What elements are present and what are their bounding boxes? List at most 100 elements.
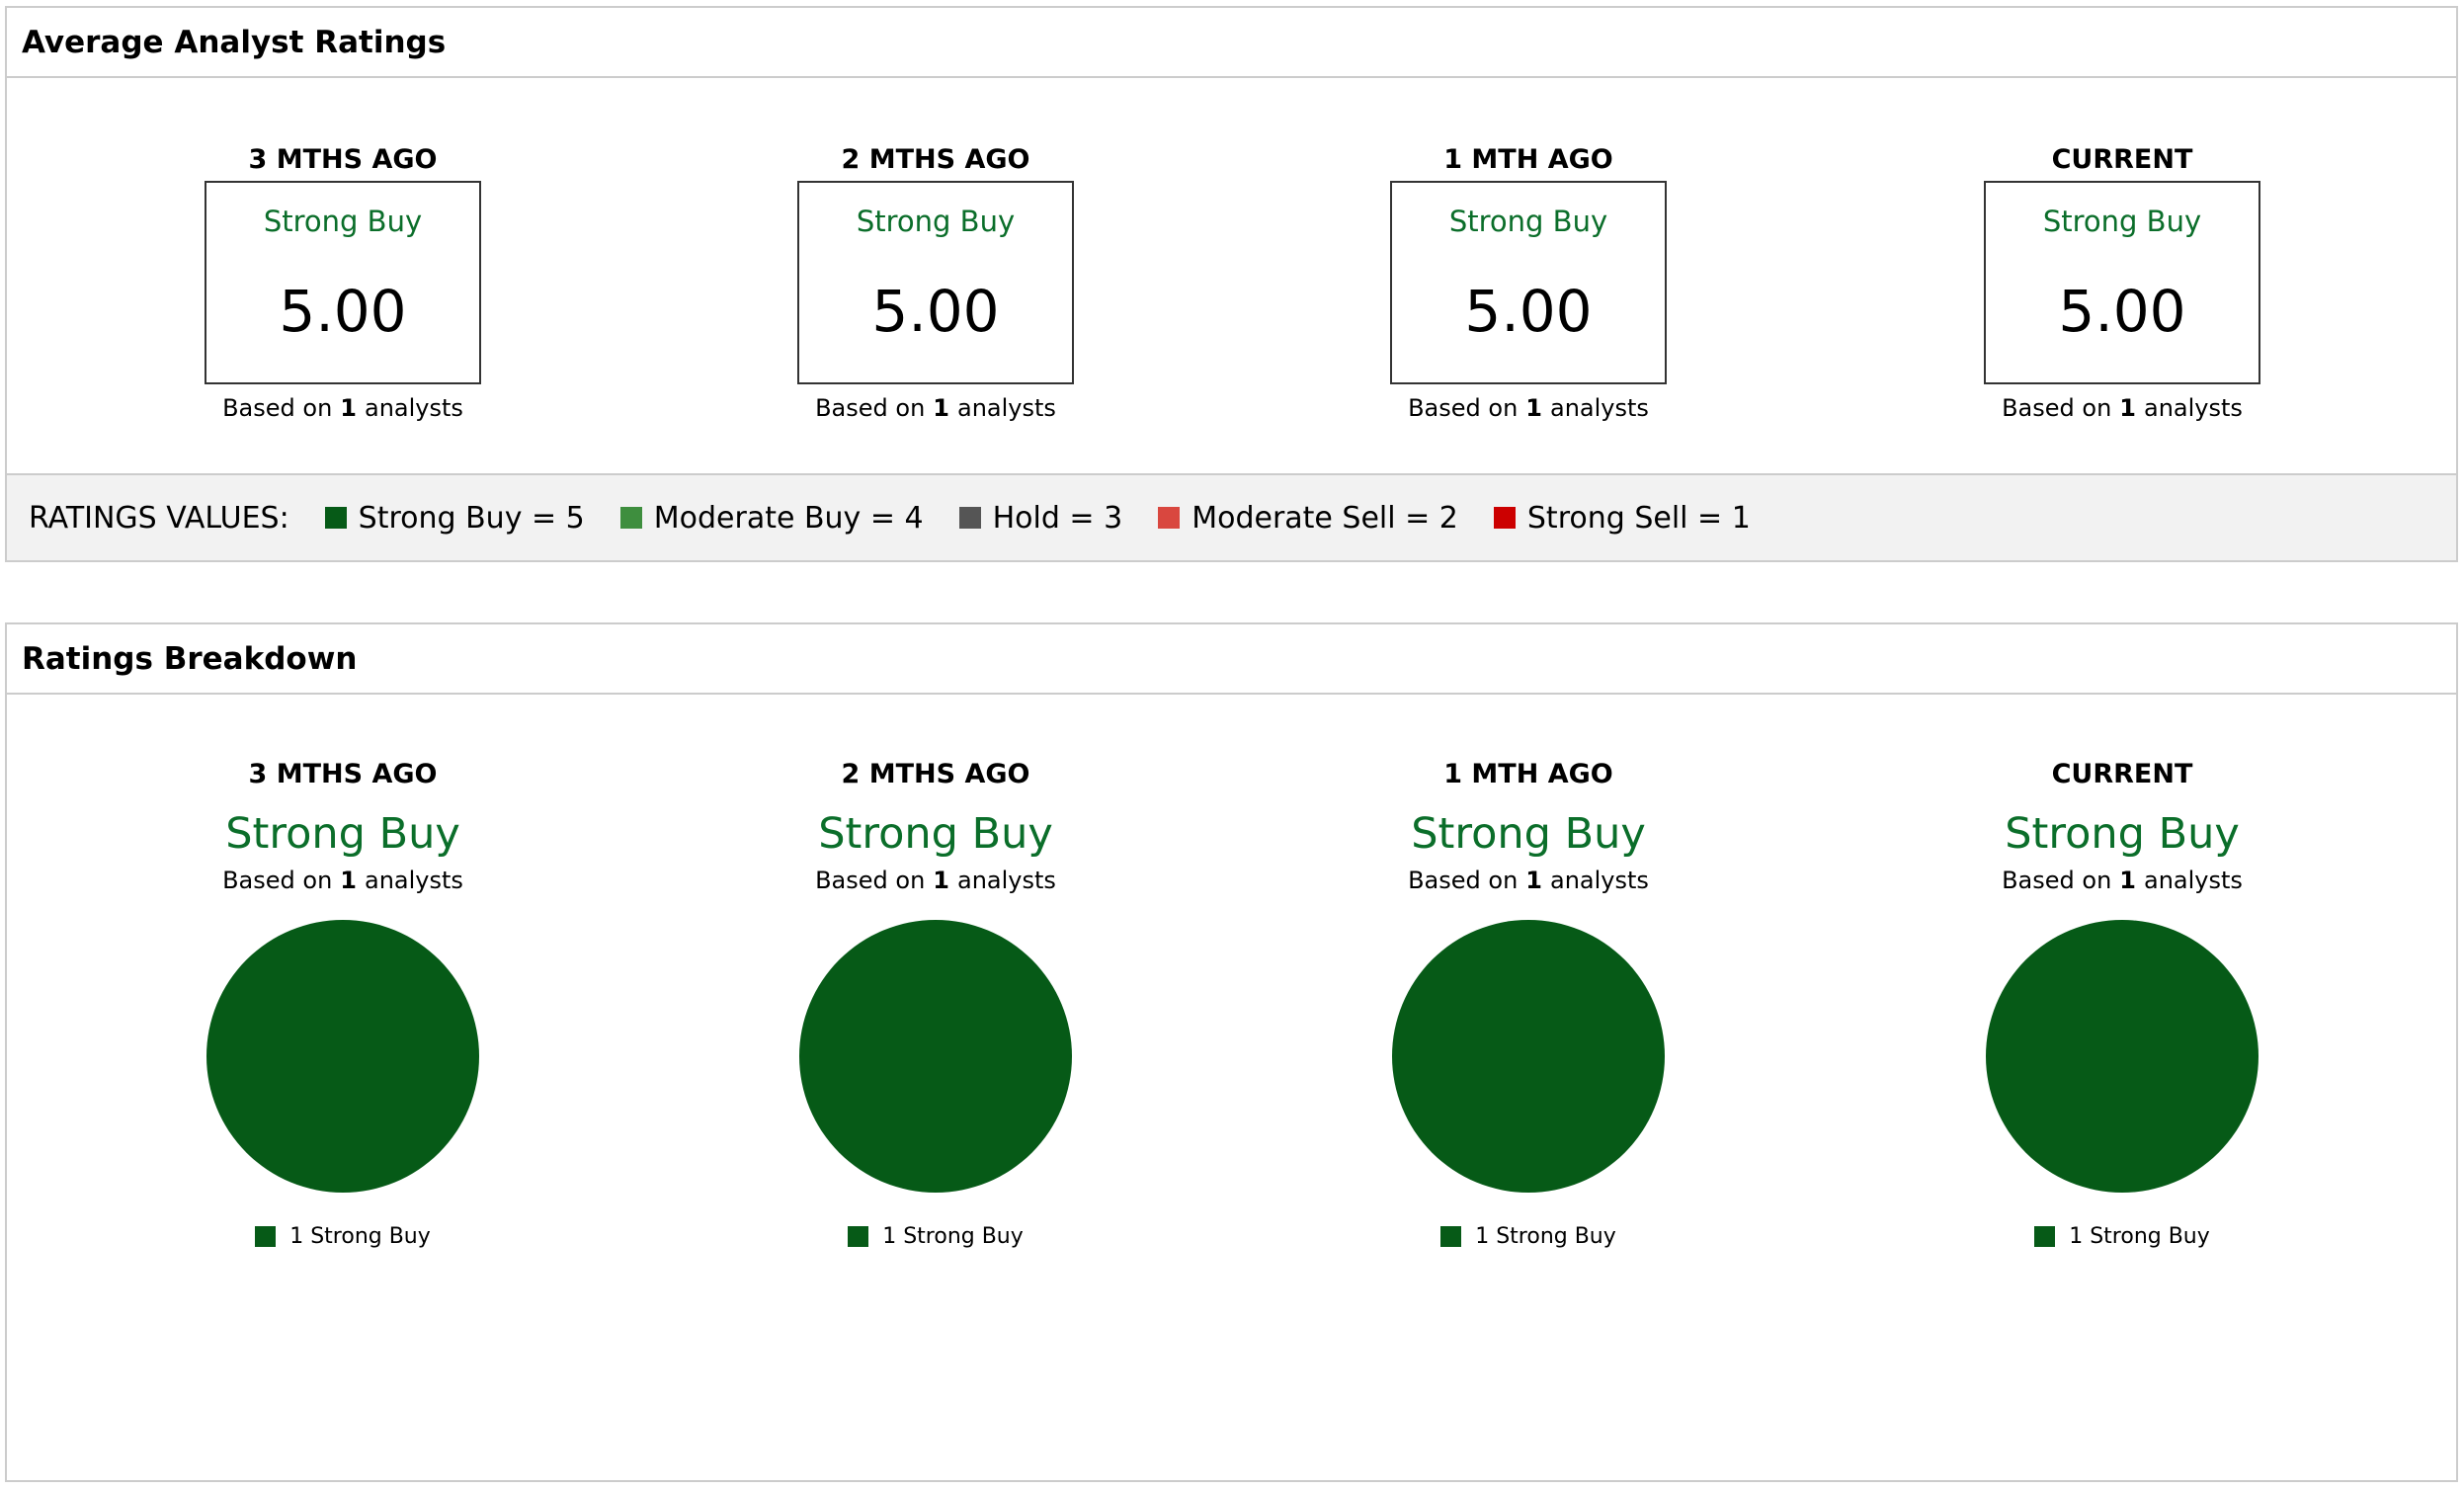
analysts-text: analysts — [1549, 867, 1649, 894]
pie-slice — [1986, 920, 2259, 1193]
rating-column: 1 MTH AGO Strong Buy 5.00 Based on 1 analysts — [1232, 144, 1825, 422]
legend-label: Strong Buy — [310, 1224, 431, 1249]
analyst-count: 1 — [340, 394, 357, 422]
average-ratings-panel: Average Analyst Ratings RATINGS VALUES: … — [5, 6, 2458, 562]
analyst-count: 1 — [1525, 394, 1542, 422]
pie-chart — [206, 920, 479, 1193]
rating-text: Strong Buy — [818, 809, 1053, 859]
rating-box: Strong Buy 5.00 — [1390, 181, 1667, 384]
based-on: Based on 1 analysts — [639, 867, 1232, 894]
breakdown-column: 1 MTH AGO Strong Buy Based on 1 analysts 1 Str… — [1232, 759, 1825, 1249]
panel-title: Ratings Breakdown — [7, 624, 2456, 695]
based-on-text: Based on — [1408, 394, 1519, 422]
rating-column: 3 MTHS AGO Strong Buy 5.00 Based on 1 analyst… — [46, 144, 639, 422]
rating-box: Strong Buy 5.00 — [797, 181, 1074, 384]
rating-text: Strong Buy — [1411, 809, 1646, 859]
ratings-value-label: Moderate Sell = 2 — [1191, 500, 1458, 536]
pie-chart — [1392, 920, 1665, 1193]
swatch — [324, 507, 347, 529]
rating-text: Strong Buy — [225, 809, 460, 859]
rating-text: Strong Buy — [856, 205, 1016, 238]
swatch — [619, 507, 642, 529]
based-on: Based on 1 analysts — [1826, 394, 2419, 422]
ratings-value-item: Hold = 3 — [958, 500, 1123, 536]
rating-box: Strong Buy 5.00 — [205, 181, 481, 384]
rating-score: 5.00 — [279, 278, 407, 345]
breakdown-column: 3 MTHS AGO Strong Buy Based on 1 analysts 1 St… — [46, 759, 639, 1249]
rating-text: Strong Buy — [263, 205, 423, 238]
breakdown-column: 2 MTHS AGO Strong Buy Based on 1 analysts 1 St… — [639, 759, 1232, 1249]
rating-text: Strong Buy — [1448, 205, 1608, 238]
pie-legend: 1 Strong Buy — [639, 1224, 1232, 1249]
analysts-text: analysts — [956, 394, 1056, 422]
based-on: Based on 1 analysts — [46, 394, 639, 422]
swatch — [2034, 1226, 2056, 1247]
swatch — [848, 1226, 869, 1247]
pie-slice — [1392, 920, 1665, 1193]
period-label: 1 MTH AGO — [1443, 144, 1613, 175]
based-on: Based on 1 analysts — [1232, 867, 1825, 894]
swatch — [958, 507, 981, 529]
swatch — [1158, 507, 1181, 529]
ratings-value-item: Moderate Buy = 4 — [619, 500, 924, 536]
legend-label: Strong Buy — [2090, 1224, 2210, 1249]
panel-title: Average Analyst Ratings — [7, 8, 2456, 78]
based-on-text: Based on — [815, 394, 926, 422]
based-on: Based on 1 analysts — [1232, 394, 1825, 422]
pie-legend: 1 Strong Buy — [1826, 1224, 2419, 1249]
ratings-value-label: Strong Buy = 5 — [358, 500, 585, 536]
ratings-value-item: Strong Sell = 1 — [1493, 500, 1751, 536]
legend-count: 1 — [882, 1224, 897, 1249]
period-label: 2 MTHS AGO — [841, 759, 1030, 789]
legend-count: 1 — [289, 1224, 304, 1249]
pie-chart — [1986, 920, 2259, 1193]
period-label: 3 MTHS AGO — [248, 759, 438, 789]
ratings-value-label: Strong Sell = 1 — [1526, 500, 1751, 536]
legend-count: 1 — [2069, 1224, 2084, 1249]
analysts-text: analysts — [364, 867, 463, 894]
pie-slice — [799, 920, 1072, 1193]
rating-text: Strong Buy — [2005, 809, 2240, 859]
ratings-value-label: Hold = 3 — [992, 500, 1123, 536]
based-on-text: Based on — [2002, 867, 2112, 894]
period-label: 2 MTHS AGO — [841, 144, 1030, 175]
ratings-breakdown-panel: Ratings Breakdown 3 MTHS AGO Strong Buy Ba… — [5, 622, 2458, 1482]
ratings-value-item: Moderate Sell = 2 — [1158, 501, 1458, 536]
pie-chart — [799, 920, 1072, 1193]
analysts-text: analysts — [956, 867, 1056, 894]
swatch — [1493, 507, 1516, 529]
based-on-text: Based on — [222, 394, 333, 422]
based-on: Based on 1 analysts — [1826, 867, 2419, 894]
legend-label: Strong Buy — [903, 1224, 1024, 1249]
legend-count: 1 — [1475, 1224, 1490, 1249]
rating-column: CURRENT Strong Buy 5.00 Based on 1 analysts — [1826, 144, 2419, 422]
period-label: CURRENT — [2051, 759, 2193, 789]
based-on-text: Based on — [222, 867, 333, 894]
analysts-text: analysts — [2143, 394, 2243, 422]
swatch — [255, 1226, 277, 1247]
period-label: 1 MTH AGO — [1443, 759, 1613, 789]
based-on-text: Based on — [815, 867, 926, 894]
analysts-text: analysts — [2143, 867, 2243, 894]
rating-score: 5.00 — [1464, 278, 1593, 345]
based-on-text: Based on — [2002, 394, 2112, 422]
analyst-count: 1 — [2119, 394, 2136, 422]
based-on: Based on 1 analysts — [639, 394, 1232, 422]
period-label: CURRENT — [2051, 144, 2193, 175]
analyst-count: 1 — [340, 867, 357, 894]
analyst-count: 1 — [2119, 867, 2136, 894]
breakdown-column: CURRENT Strong Buy Based on 1 analysts 1 Stron… — [1826, 759, 2419, 1249]
analysts-text: analysts — [364, 394, 463, 422]
rating-score: 5.00 — [871, 278, 1000, 345]
ratings-value-label: Moderate Buy = 4 — [653, 500, 924, 536]
analyst-count: 1 — [933, 394, 949, 422]
rating-score: 5.00 — [2058, 278, 2186, 345]
analyst-count: 1 — [933, 867, 949, 894]
pie-legend: 1 Strong Buy — [1232, 1224, 1825, 1249]
pie-slice — [206, 920, 479, 1193]
swatch — [1440, 1226, 1462, 1247]
ratings-values: RATINGS VALUES: Strong Buy = 5 Moderate B… — [7, 473, 2456, 560]
analyst-count: 1 — [1525, 867, 1542, 894]
rating-box: Strong Buy 5.00 — [1984, 181, 2260, 384]
